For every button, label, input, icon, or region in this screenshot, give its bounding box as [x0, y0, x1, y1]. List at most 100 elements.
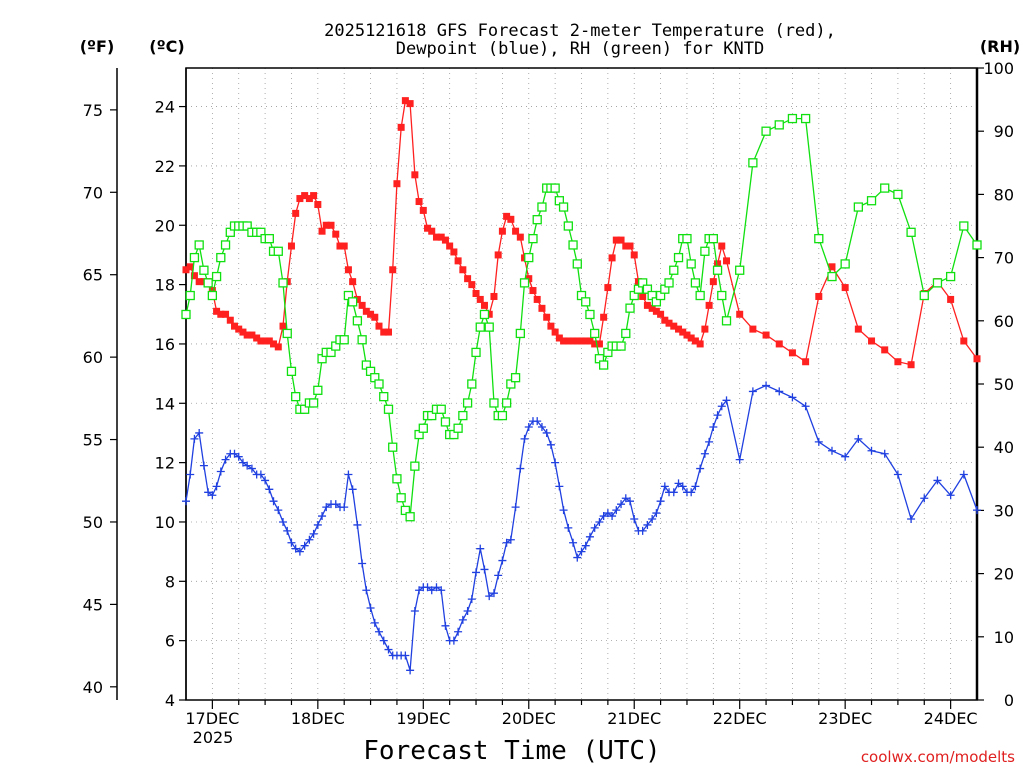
dewpoint-point: [638, 526, 647, 535]
dewpoint-point: [854, 434, 863, 443]
dewpoint-point: [648, 515, 657, 524]
rh-point: [357, 335, 367, 345]
dewpoint-point: [551, 458, 560, 467]
rh-point: [453, 423, 463, 433]
temperature-point: [239, 328, 247, 336]
temperature-point: [775, 340, 783, 348]
rh-point: [479, 309, 490, 320]
temperature-point: [569, 337, 577, 345]
fahrenheit-tick-label: 55: [83, 431, 103, 450]
temperature-point: [907, 361, 915, 369]
temperature-point: [349, 278, 357, 286]
temperature-point: [336, 242, 344, 250]
temperature-point: [472, 290, 480, 298]
rh-point: [388, 442, 398, 452]
rh-point: [537, 202, 547, 212]
dewpoint-point: [841, 452, 850, 461]
rh-point: [638, 278, 648, 288]
fahrenheit-tick-label: 65: [83, 266, 103, 285]
rh-point: [959, 221, 969, 231]
temperature-point: [424, 224, 432, 232]
rh-point: [440, 417, 451, 427]
celsius-tick-label: 10: [155, 513, 175, 532]
rh-point: [299, 404, 310, 414]
temperature-point: [630, 251, 638, 259]
dewpoint-point: [274, 506, 283, 515]
rh-point: [392, 474, 402, 484]
rh-point: [682, 233, 692, 244]
temperature-point: [648, 304, 656, 312]
dewpoint-point: [370, 618, 379, 627]
temperature-point: [551, 328, 559, 336]
date-tick-label: 17DEC: [185, 709, 239, 728]
dewpoint-point: [449, 636, 458, 645]
x-axis-title: Forecast Time (UTC): [363, 736, 660, 766]
temperature-point: [371, 313, 379, 321]
rh-point: [203, 278, 213, 288]
temperature-point: [639, 292, 647, 300]
dewpoint-point: [247, 464, 256, 473]
temperature-point: [586, 337, 594, 345]
dewpoint-point: [182, 497, 190, 506]
dewpoint-point: [384, 645, 393, 654]
temperature-point: [503, 212, 511, 220]
rh-point: [467, 379, 477, 389]
rh-point: [945, 271, 956, 282]
temperature-point: [476, 295, 484, 303]
dewpoint-point: [801, 402, 810, 411]
temperature-point: [217, 310, 225, 318]
temperature-point: [411, 171, 419, 179]
dewpoint-point: [867, 446, 876, 455]
rh-point: [721, 316, 732, 326]
temperature-point: [679, 328, 687, 336]
temperature-point: [600, 313, 608, 321]
dewpoint-point: [256, 470, 265, 479]
rh-point: [690, 278, 701, 288]
date-tick-label: 22DEC: [713, 709, 767, 728]
rh-point: [189, 252, 200, 263]
temperature-point: [292, 209, 300, 217]
chart-title-line2: Dewpoint (blue), RH (green) for KNTD: [396, 39, 764, 59]
rh-unit-label: (RH): [980, 37, 1020, 56]
celsius-tick-label: 16: [155, 335, 175, 354]
temperature-point: [190, 272, 198, 280]
data-series: [181, 97, 982, 675]
temperature-point: [815, 292, 823, 300]
dewpoint-point: [546, 440, 555, 449]
rh-point: [787, 113, 798, 124]
temperature-point: [287, 242, 295, 250]
dewpoint-point: [358, 559, 367, 568]
dewpoint-point: [933, 476, 942, 485]
rh-point: [708, 233, 718, 244]
dewpoint-point: [269, 497, 278, 506]
dewpoint-point: [511, 503, 520, 512]
rh-point: [199, 265, 209, 275]
rh-point: [181, 309, 191, 320]
dewpoint-point: [437, 586, 446, 595]
celsius-tick-label: 18: [155, 276, 175, 295]
temperature-point: [332, 230, 340, 238]
dewpoint-point: [621, 494, 630, 503]
dewpoint-point: [366, 604, 375, 613]
rh-point: [621, 328, 631, 339]
fahrenheit-tick-label: 60: [83, 348, 103, 367]
dewpoint-point: [617, 500, 626, 509]
dewpoint-point: [410, 606, 419, 615]
temperature-point: [749, 325, 757, 333]
dewpoint-point: [788, 393, 797, 402]
rh-point: [313, 385, 323, 395]
temperature-point: [340, 242, 348, 250]
rh-point: [972, 240, 982, 250]
rh-point: [264, 233, 274, 244]
temperature-point: [657, 310, 665, 318]
rh-tick-label: 40: [994, 438, 1014, 457]
date-tick-label: 20DEC: [502, 709, 556, 728]
dewpoint-point: [542, 428, 551, 437]
rh-point: [347, 297, 358, 307]
watermark: coolwx.com/modelts: [861, 748, 1015, 766]
fahrenheit-tick-label: 75: [83, 101, 103, 120]
dewpoint-point: [291, 544, 300, 553]
rh-point: [475, 322, 485, 332]
temperature-point: [723, 257, 731, 265]
dewpoint-point: [476, 544, 485, 553]
